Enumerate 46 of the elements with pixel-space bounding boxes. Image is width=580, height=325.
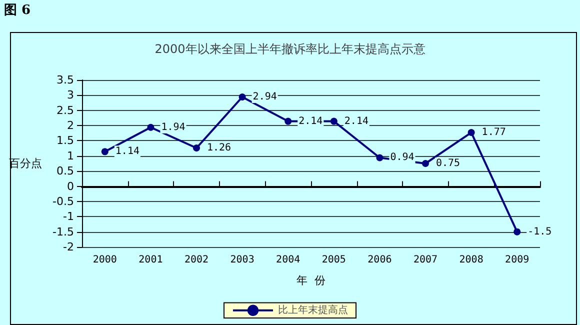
- x-tick-label: 2006: [368, 254, 392, 266]
- y-tick-label: -1.5: [52, 225, 74, 238]
- point: [101, 148, 108, 156]
- caption: 图 6: [4, 3, 31, 18]
- point: [468, 129, 475, 136]
- y-tick-label: 3: [67, 88, 74, 102]
- data-label: 1.77: [482, 127, 506, 138]
- y-tick-label: 3.5: [56, 74, 74, 86]
- x-axis-title: 年 份: [296, 274, 326, 287]
- data-label: 1.14: [115, 146, 140, 158]
- data-label: 2.14: [344, 116, 368, 127]
- x-tick-label: 2007: [413, 254, 438, 266]
- data-label: 2.94: [252, 92, 277, 103]
- chart-title: 2000年以来全国上半年撤诉率比上年末提高点示意: [154, 42, 426, 56]
- point: [147, 124, 154, 131]
- y-tick-label: 1.5: [56, 134, 74, 148]
- data-label: 1.94: [161, 122, 186, 133]
- x-tick-label: 2004: [276, 254, 300, 266]
- point: [330, 118, 338, 125]
- y-tick-label: -0.5: [52, 194, 74, 208]
- y-tick-label: 0: [67, 180, 74, 193]
- point: [193, 144, 200, 152]
- y-tick-label: -1: [63, 210, 74, 224]
- point: [284, 118, 292, 125]
- point: [422, 160, 429, 167]
- x-tick-label: 2002: [184, 254, 209, 266]
- y-tick-label: 0.5: [56, 164, 74, 178]
- x-tick-label: 2001: [138, 254, 163, 266]
- x-tick-label: 2000: [92, 254, 117, 266]
- x-tick-label: 2003: [230, 254, 254, 266]
- legend-label: 比上年末提高点: [278, 304, 348, 316]
- x-tick-label: 2009: [505, 254, 530, 266]
- point: [238, 94, 246, 100]
- data-label: 0.94: [390, 152, 414, 164]
- point: [514, 228, 521, 236]
- data-label: 2.14: [298, 116, 323, 127]
- x-tick-label: 2005: [322, 254, 346, 266]
- data-label: 0.75: [436, 158, 460, 169]
- data-label: 1.26: [207, 142, 232, 154]
- y-tick-label: 1: [67, 149, 74, 162]
- x-tick-label: 2008: [459, 254, 484, 266]
- y-tick-label: -2: [63, 240, 74, 254]
- point: [376, 154, 384, 162]
- y-tick-label: 2: [67, 119, 74, 132]
- data-label: -1.5: [528, 226, 552, 238]
- y-tick-label: 2.5: [56, 104, 74, 117]
